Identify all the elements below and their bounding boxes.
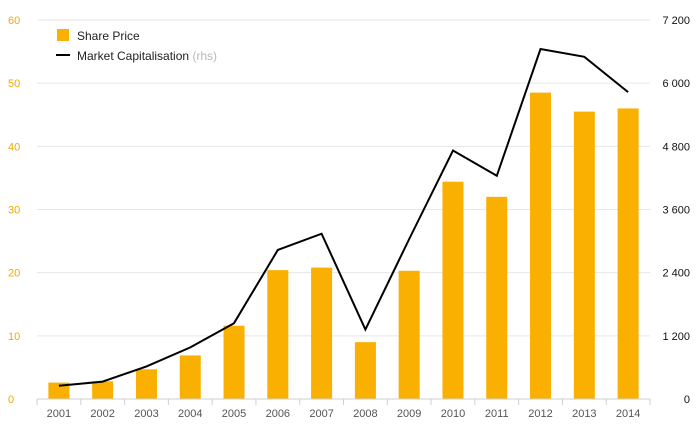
x-tick-label: 2008 [353,408,377,420]
x-tick-label: 2009 [397,408,421,420]
y-right-tick-label: 6 000 [662,78,690,90]
legend-label-share-price: Share Price [77,29,140,43]
y-left-tick-label: 10 [8,331,20,343]
x-tick-label: 2004 [178,408,202,420]
y-right-tick-label: 3 600 [662,205,690,217]
x-tick-label: 2013 [572,408,596,420]
share-price-bar [48,382,70,399]
x-tick-label: 2003 [134,408,158,420]
market-cap-line-group [58,47,629,387]
legend-label-market-cap: Market Capitalisation (rhs) [77,49,217,63]
x-tick-label: 2012 [528,408,552,420]
share-price-bar [354,342,376,399]
axes: 0 10 20 30 40 50 60 0 1 200 2 400 3 600 4 800 6 000 7… [8,15,690,420]
x-tick-label: 2010 [441,408,465,420]
y-left-tick-label: 60 [8,15,20,27]
x-tick-label: 2001 [47,408,71,420]
y-right-tick-label: 0 [684,394,690,406]
gridlines [37,19,650,337]
y-right-tick-label: 2 400 [662,268,690,280]
share-price-bar [135,369,157,399]
y-left-tick-label: 50 [8,78,20,90]
share-price-bar [223,325,245,399]
y-left-tick-label: 40 [8,141,20,153]
x-tick-label: 2005 [222,408,246,420]
share-price-bars [48,92,639,400]
x-tick-label: 2011 [485,408,509,420]
y-right-tick-label: 1 200 [662,331,690,343]
y-right-tick-label: 4 800 [662,141,690,153]
x-tick-label: 2007 [309,408,333,420]
share-price-bar [442,181,464,399]
y-left-tick-label: 30 [8,205,20,217]
legend-note-rhs: (rhs) [192,49,217,63]
share-price-bar [573,111,595,399]
share-price-bar [179,355,201,399]
share-price-bar [486,196,508,399]
y-left-tick-label: 20 [8,268,20,280]
market-cap-line [58,47,629,387]
share-price-bar [398,270,420,399]
legend: Share Price Market Capitalisation (rhs) [56,29,217,63]
share-price-bar [530,92,552,400]
legend-swatch-share-price [57,29,69,41]
x-tick-label: 2006 [266,408,290,420]
y-right-tick-label: 7 200 [662,15,690,27]
y-left-tick-label: 0 [8,394,14,406]
share-price-bar [267,270,289,399]
share-price-bar [311,267,333,399]
x-tick-label: 2014 [616,408,640,420]
share-price-bar [92,381,114,399]
x-tick-label: 2002 [90,408,114,420]
share-price-bar [617,108,639,399]
